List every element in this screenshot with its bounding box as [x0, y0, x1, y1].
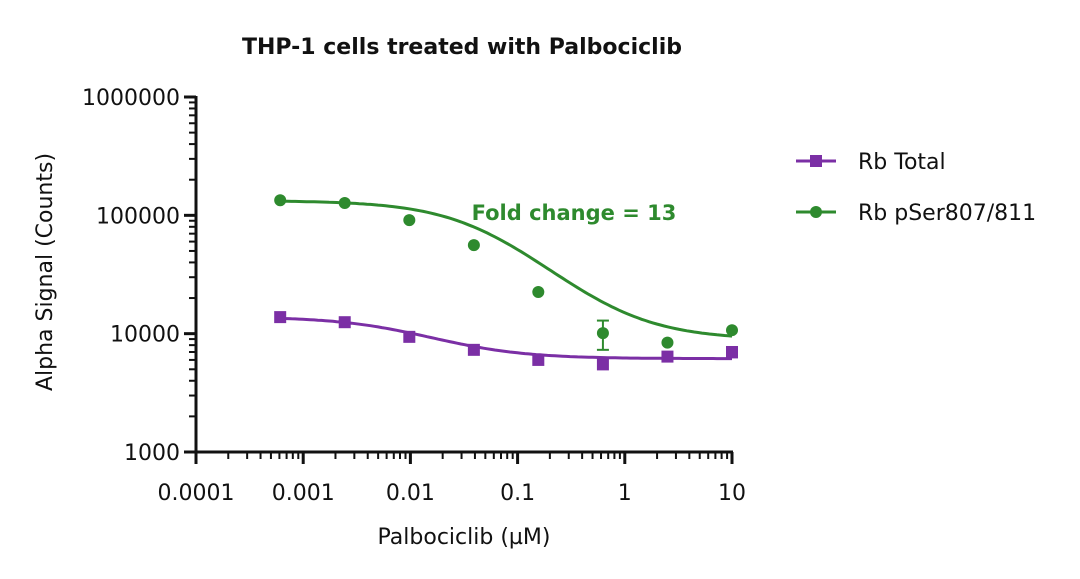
x-tick-label: 0.01 [386, 481, 435, 506]
legend-item-rb-total: Rb Total [796, 150, 946, 175]
data-point-circle [403, 214, 416, 227]
data-point-circle [467, 239, 480, 252]
x-tick-label: 0.1 [500, 481, 535, 506]
data-point-square [467, 343, 480, 356]
data-point-circle [338, 197, 351, 210]
fit-curve-0 [280, 316, 732, 361]
y-tick-label: 1000 [124, 441, 180, 466]
data-point-square [661, 350, 674, 363]
legend-label-rb-pser: Rb pSer807/811 [858, 201, 1036, 226]
data-point-square [596, 358, 609, 371]
x-tick-label: 0.0001 [158, 481, 235, 506]
y-tick-label: 100000 [96, 204, 180, 229]
data-point-circle [661, 336, 674, 349]
fit-curve-1 [280, 199, 733, 338]
y-tick-label: 10000 [110, 323, 180, 348]
y-axis-label: Alpha Signal (Counts) [33, 153, 58, 391]
x-axis-label: Palbociclib (µM) [378, 525, 551, 550]
fit-curves [280, 199, 733, 361]
fold-change-annotation: Fold change = 13 [472, 201, 677, 225]
data-point-square [338, 316, 351, 329]
data-point-circle [596, 327, 609, 340]
chart-title: THP-1 cells treated with Palbociclib [242, 35, 682, 60]
y-tick-label: 1000000 [82, 86, 180, 111]
x-tick-label: 1 [618, 481, 632, 506]
data-point-square [403, 330, 416, 343]
data-point-circle [726, 324, 738, 337]
legend-item-rb-pser: Rb pSer807/811 [796, 201, 1036, 226]
data-point-circle [532, 285, 545, 298]
legend-label-rb-total: Rb Total [858, 150, 946, 175]
data-point-circle [274, 194, 287, 207]
legend: Rb Total Rb pSer807/811 [796, 150, 1036, 226]
data-point-square [274, 311, 287, 324]
axes: 0.0001 0.001 0.01 0.1 1 10 1000 10000 100000 1000… [82, 86, 746, 506]
data-point-square [532, 353, 545, 366]
x-tick-label: 10 [718, 481, 746, 506]
data-point-square [726, 345, 738, 358]
data-points [274, 194, 738, 371]
x-tick-label: 0.001 [272, 481, 335, 506]
